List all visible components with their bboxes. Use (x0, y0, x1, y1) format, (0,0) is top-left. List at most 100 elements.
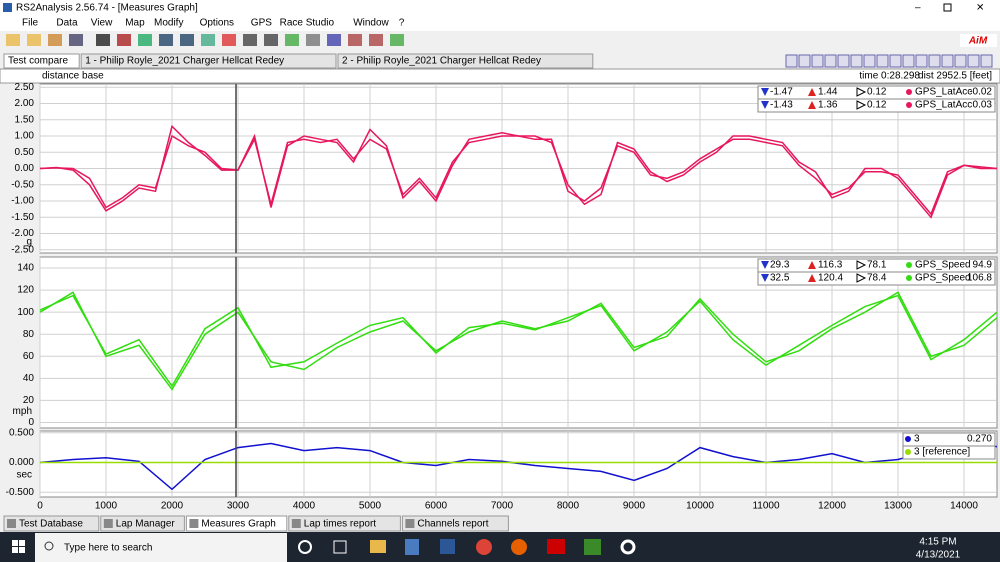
chrome[interactable] (476, 539, 492, 555)
task-view[interactable] (333, 540, 347, 554)
graph-tool-button[interactable] (889, 54, 902, 68)
search-icon (44, 541, 54, 551)
y-tick-label: 60 (23, 351, 35, 362)
close-button[interactable]: ✕ (976, 3, 984, 14)
max-icon (808, 261, 816, 269)
bottom-tab-icon (291, 519, 301, 528)
toolbar-button[interactable] (390, 34, 404, 46)
calculator[interactable] (405, 539, 419, 555)
readout-delta: 0.12 (867, 100, 887, 111)
toolbar-button[interactable] (138, 34, 152, 46)
x-tick-label: 8000 (557, 501, 580, 512)
y-tick-label: 80 (23, 329, 35, 340)
header-time: time 0:28.298 (859, 71, 920, 82)
toolbar-button[interactable] (69, 34, 83, 46)
graph-tool-button[interactable] (850, 54, 863, 68)
menu-item[interactable]: Window (353, 18, 389, 29)
graph-tool-button[interactable] (967, 54, 980, 68)
readout-row (757, 271, 996, 286)
graph-tool-button[interactable] (928, 54, 941, 68)
menu-item[interactable]: Options (200, 18, 234, 29)
menu-item[interactable]: File (22, 18, 39, 29)
y-tick-label: 40 (23, 373, 35, 384)
toolbar-button[interactable] (306, 34, 320, 46)
menu-item[interactable]: Race Studio (280, 18, 335, 29)
menu-item[interactable]: GPS (251, 18, 272, 29)
readout-row (757, 98, 996, 113)
header-row (0, 68, 1000, 84)
toolbar-button[interactable] (180, 34, 194, 46)
x-tick-label: 7000 (491, 501, 514, 512)
min-icon (761, 274, 769, 282)
graph-tool-button[interactable] (798, 54, 811, 68)
toolbar-button[interactable] (6, 34, 20, 46)
toolbar-button[interactable] (222, 34, 236, 46)
y-tick-label: 120 (17, 285, 34, 296)
tab[interactable] (3, 53, 80, 69)
search-box[interactable] (35, 533, 287, 562)
rs2-app[interactable] (547, 539, 565, 554)
y-tick-label: 20 (23, 395, 35, 406)
graph-tool-button[interactable] (811, 54, 824, 68)
readout-value: 94.9 (973, 260, 993, 271)
graph-tool-button[interactable] (863, 54, 876, 68)
graph-tool-button[interactable] (785, 54, 798, 68)
y-tick-label: 0.50 (15, 147, 35, 158)
menu-item[interactable]: ? (399, 18, 405, 29)
graph-tool-button[interactable] (876, 54, 889, 68)
menu-item[interactable]: Data (56, 18, 78, 29)
start-icon[interactable] (12, 540, 18, 546)
aim-logo-bg (960, 34, 997, 47)
y-tick-label: 1.50 (15, 114, 35, 125)
toolbar-button[interactable] (285, 34, 299, 46)
bottom-tab-label: Lap times report (304, 519, 376, 530)
unit-label: sec (16, 470, 32, 481)
toolbar-button[interactable] (117, 34, 131, 46)
toolbar-button[interactable] (159, 34, 173, 46)
tab[interactable] (80, 53, 337, 69)
y-tick-label: 140 (17, 263, 34, 274)
menu-item[interactable]: Map (125, 18, 145, 29)
y-tick-label: -0.50 (11, 179, 34, 190)
graph-tool-button[interactable] (954, 54, 967, 68)
max-icon (808, 88, 816, 96)
menu-item[interactable]: Modify (154, 18, 183, 29)
bottom-tab-label: Channels report (417, 519, 488, 530)
graph-tool-button[interactable] (837, 54, 850, 68)
explorer[interactable] (370, 540, 386, 553)
menu-item[interactable]: View (91, 18, 113, 29)
maximize-button[interactable] (943, 3, 952, 12)
toolbar-button[interactable] (369, 34, 383, 46)
readout-row (902, 445, 996, 460)
tabs: Test compare 1 - Philip Royle_2021 Charge… (3, 53, 594, 69)
bottom-tab-icon (189, 519, 199, 528)
toolbar-button[interactable] (327, 34, 341, 46)
cortana[interactable] (298, 540, 312, 554)
minimize-button[interactable]: – (915, 3, 921, 14)
toolbar-button[interactable] (48, 34, 62, 46)
toolbar-button[interactable] (243, 34, 257, 46)
graph-tool-button[interactable] (824, 54, 837, 68)
word[interactable] (440, 539, 455, 554)
graph-tool-button[interactable] (941, 54, 954, 68)
toolbar-button[interactable] (348, 34, 362, 46)
toolbar-button[interactable] (27, 34, 41, 46)
tab-label: 2 - Philip Royle_2021 Charger Hellcat Re… (342, 56, 541, 67)
bottom-tab[interactable] (288, 515, 401, 532)
graph-tool-button[interactable] (915, 54, 928, 68)
y-tick-label: -1.00 (11, 196, 34, 207)
graph-tool-button[interactable] (902, 54, 915, 68)
tab[interactable] (337, 53, 594, 69)
toolbar-button[interactable] (201, 34, 215, 46)
bottom-tab[interactable] (401, 515, 509, 532)
bottom-tab[interactable] (100, 515, 185, 532)
readout-delta: 0.12 (867, 87, 887, 98)
bottom-tab[interactable] (3, 515, 100, 532)
toolbar-button[interactable] (96, 34, 110, 46)
bottom-tab[interactable] (185, 515, 288, 532)
app[interactable] (584, 539, 601, 555)
settings[interactable] (620, 539, 636, 555)
toolbar-button[interactable] (264, 34, 278, 46)
graph-tool-button[interactable] (980, 54, 993, 68)
firefox[interactable] (511, 539, 527, 555)
